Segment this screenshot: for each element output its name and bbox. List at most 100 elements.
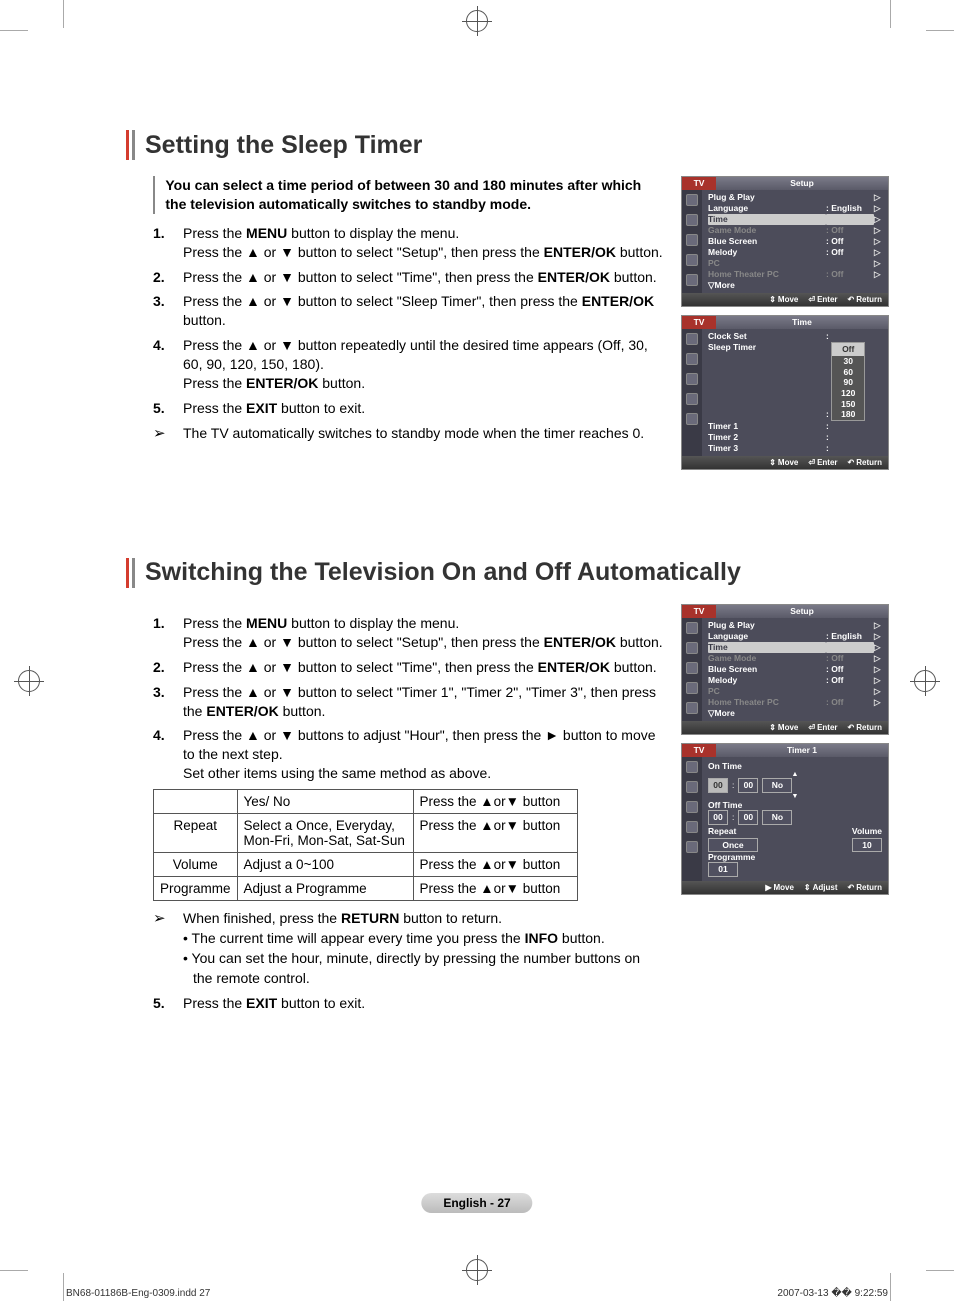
crop-mark xyxy=(926,30,954,31)
step-number: 3. xyxy=(153,292,183,330)
osd-menu-row[interactable]: Time▷ xyxy=(708,642,884,653)
step-body: Press the ▲ or ▼ button to select "Timer… xyxy=(183,683,663,721)
step-number: 4. xyxy=(153,726,183,783)
repeat-label: Repeat xyxy=(708,825,736,838)
osd-menu-row[interactable]: ▽More xyxy=(708,280,884,291)
osd-setup-list: Plug & Play▷Language: English▷Time▷Game … xyxy=(702,618,888,721)
table-cell xyxy=(154,790,238,814)
step-item: 1.Press the MENU button to display the m… xyxy=(153,614,663,652)
crop-mark xyxy=(63,0,64,28)
off-time-min[interactable]: 00 xyxy=(738,810,758,825)
osd-menu-row[interactable]: PC▷ xyxy=(708,258,884,269)
step-body: Press the EXIT button to exit. xyxy=(183,994,663,1013)
osd-menu-row[interactable]: Blue Screen: Off▷ xyxy=(708,664,884,675)
print-filename: BN68-01186B-Eng-0309.indd 27 xyxy=(66,1288,210,1299)
bullet-item: • You can set the hour, minute, directly… xyxy=(183,949,663,988)
print-footer: BN68-01186B-Eng-0309.indd 27 2007-03-13 … xyxy=(66,1288,888,1299)
osd-icon-column xyxy=(682,757,702,881)
osd-menu-row[interactable]: Time▷ xyxy=(708,214,884,225)
section-title: Setting the Sleep Timer xyxy=(145,131,422,160)
table-cell: Press the ▲or▼ button xyxy=(413,814,577,853)
table-cell: Adjust a 0~100 xyxy=(237,853,413,877)
lead-text: You can select a time period of between … xyxy=(165,176,663,214)
osd-menu-row[interactable]: Sleep Timer: Off306090120150180 xyxy=(708,342,884,420)
osd-menu-row[interactable]: Blue Screen: Off▷ xyxy=(708,236,884,247)
on-time-hour[interactable]: 00 xyxy=(708,778,728,793)
step-body: Press the ▲ or ▼ button to select "Sleep… xyxy=(183,292,663,330)
table-cell: Adjust a Programme xyxy=(237,877,413,901)
table-row: Yes/ NoPress the ▲or▼ button xyxy=(154,790,578,814)
osd-menu-row[interactable]: Melody: Off▷ xyxy=(708,675,884,686)
volume-value[interactable]: 10 xyxy=(852,838,882,853)
note-text: When finished, press the RETURN button t… xyxy=(183,909,502,929)
repeat-value[interactable]: Once xyxy=(708,838,758,853)
programme-value[interactable]: 01 xyxy=(708,862,738,877)
crop-mark xyxy=(0,30,28,31)
osd-menu-row[interactable]: Plug & Play▷ xyxy=(708,192,884,203)
table-cell: Volume xyxy=(154,853,238,877)
step-item: 2.Press the ▲ or ▼ button to select "Tim… xyxy=(153,658,663,677)
step-body: Press the MENU button to display the men… xyxy=(183,614,663,652)
osd-time-list: Clock Set:Sleep Timer: Off30609012015018… xyxy=(702,329,888,456)
osd-footer: ⇕ Move ⏎ Enter ↶ Return xyxy=(682,293,888,306)
osd-footer: ▶ Move ⇕ Adjust ↶ Return xyxy=(682,881,888,894)
page-footer: English - 27 xyxy=(421,1193,532,1213)
step-number: 2. xyxy=(153,658,183,677)
step-body: Press the MENU button to display the men… xyxy=(183,224,663,262)
off-time-toggle[interactable]: No xyxy=(762,810,792,825)
lead-paragraph: You can select a time period of between … xyxy=(153,176,663,214)
settings-table: Yes/ NoPress the ▲or▼ buttonRepeatSelect… xyxy=(153,789,578,901)
table-cell: Repeat xyxy=(154,814,238,853)
step-number: 2. xyxy=(153,268,183,287)
osd-menu-row[interactable]: Timer 1: xyxy=(708,421,884,432)
osd-menu-row[interactable]: Timer 3: xyxy=(708,443,884,454)
osd-menu-row[interactable]: Home Theater PC: Off▷ xyxy=(708,697,884,708)
osd-menu-row[interactable]: Home Theater PC: Off▷ xyxy=(708,269,884,280)
note-row: ➢ When finished, press the RETURN button… xyxy=(153,909,663,929)
osd-icon-column xyxy=(682,618,702,721)
note-text: The TV automatically switches to standby… xyxy=(183,424,644,444)
osd-menu-row[interactable]: Game Mode: Off▷ xyxy=(708,225,884,236)
osd-menu-row[interactable]: Plug & Play▷ xyxy=(708,620,884,631)
step-body: Press the ▲ or ▼ buttons to adjust "Hour… xyxy=(183,726,663,783)
osd-tv-badge: TV xyxy=(682,177,716,190)
on-time-min[interactable]: 00 xyxy=(738,778,758,793)
osd-menu-row[interactable]: Language: English▷ xyxy=(708,631,884,642)
step-item: 1.Press the MENU button to display the m… xyxy=(153,224,663,262)
osd-menu-row[interactable]: Language: English▷ xyxy=(708,203,884,214)
step-item: 5. Press the EXIT button to exit. xyxy=(153,994,663,1013)
osd-title: Time xyxy=(716,316,888,329)
on-time-toggle[interactable]: No xyxy=(762,778,792,793)
osd-menu-row[interactable]: Melody: Off▷ xyxy=(708,247,884,258)
step-body: Press the ▲ or ▼ button to select "Time"… xyxy=(183,658,663,677)
step-number: 1. xyxy=(153,224,183,262)
osd-timer1-body: On Time ▲ 00: 00 No ▼ Off Time 00: 00 No xyxy=(702,757,888,881)
osd-menu-row[interactable]: ▽More xyxy=(708,708,884,719)
osd-menu-row[interactable]: Game Mode: Off▷ xyxy=(708,653,884,664)
osd-menu-row[interactable]: PC▷ xyxy=(708,686,884,697)
off-time-hour[interactable]: 00 xyxy=(708,810,728,825)
section-heading-auto-onoff: Switching the Television On and Off Auto… xyxy=(126,558,891,588)
note-row: ➢ The TV automatically switches to stand… xyxy=(153,424,663,444)
osd-time-menu: TV Time Clock Set:Sleep Timer: Off306090… xyxy=(681,315,889,470)
osd-title: Setup xyxy=(716,605,888,618)
osd-menu-row[interactable]: Timer 2: xyxy=(708,432,884,443)
step-item: 3.Press the ▲ or ▼ button to select "Tim… xyxy=(153,683,663,721)
osd-setup-menu: TV Setup Plug & Play▷Language: English▷T… xyxy=(681,176,889,307)
osd-title: Setup xyxy=(716,177,888,190)
table-row: ProgrammeAdjust a ProgrammePress the ▲or… xyxy=(154,877,578,901)
step-number: 5. xyxy=(153,994,183,1013)
steps-list: 1.Press the MENU button to display the m… xyxy=(153,614,663,783)
osd-footer: ⇕ Move ⏎ Enter ↶ Return xyxy=(682,721,888,734)
osd-title: Timer 1 xyxy=(716,744,888,757)
registration-mark xyxy=(466,10,488,32)
print-timestamp: 2007-03-13 �� 9:22:59 xyxy=(777,1288,888,1299)
osd-tv-badge: TV xyxy=(682,605,716,618)
step-item: 4.Press the ▲ or ▼ button repeatedly unt… xyxy=(153,336,663,393)
step-number: 4. xyxy=(153,336,183,393)
osd-menu-row[interactable]: Clock Set: xyxy=(708,331,884,342)
step-number: 3. xyxy=(153,683,183,721)
off-time-label: Off Time xyxy=(708,800,882,810)
step-body: Press the EXIT button to exit. xyxy=(183,399,663,418)
step-item: 3.Press the ▲ or ▼ button to select "Sle… xyxy=(153,292,663,330)
